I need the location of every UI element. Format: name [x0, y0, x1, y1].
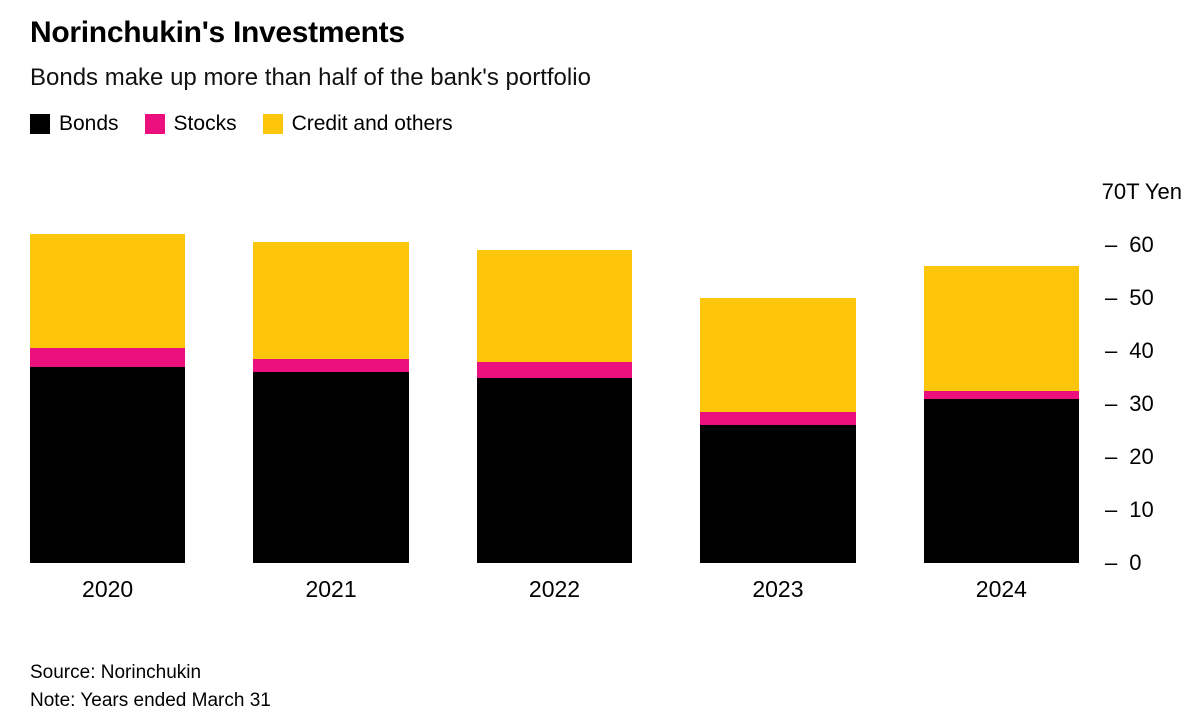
- bar-segment-stocks: [700, 411, 856, 426]
- chart-footer: Source: Norinchukin Note: Years ended Ma…: [30, 659, 1182, 714]
- bar-2024: [923, 266, 1079, 563]
- tick-value: 10: [1129, 497, 1154, 522]
- tick-dash: –: [1105, 444, 1118, 469]
- tick-value: 50: [1129, 285, 1154, 310]
- legend-label: Credit and others: [291, 112, 453, 135]
- tick-value: 0: [1129, 550, 1142, 575]
- bar-segment-stocks: [923, 390, 1079, 399]
- legend-label: Stocks: [173, 112, 237, 135]
- x-label-2020: 2020: [82, 576, 134, 602]
- y-axis: –0–10–20–30–40–50–60: [1079, 192, 1182, 574]
- tick-dash: –: [1105, 550, 1118, 575]
- bar-segment-bonds: [923, 398, 1079, 563]
- bar-segment-bonds: [476, 377, 633, 563]
- tick-dash: –: [1105, 338, 1118, 363]
- source-text: Source: Norinchukin: [30, 662, 202, 683]
- chart-area: 70T Yen –0–10–20–30–40–50–60 2020 2021 202…: [30, 179, 1182, 603]
- bar-segment-bonds: [700, 425, 856, 563]
- y-tick-30: –30: [1105, 393, 1154, 415]
- y-tick-20: –20: [1105, 446, 1154, 468]
- y-tick-40: –40: [1105, 340, 1154, 362]
- plot-area: [30, 192, 1079, 563]
- chart-subtitle: Bonds make up more than half of the bank…: [30, 64, 591, 91]
- note-text: Note: Years ended March 31: [30, 689, 271, 711]
- bar-segment-stocks: [253, 358, 409, 373]
- tick-value: 40: [1129, 338, 1154, 363]
- legend-item-bonds: Bonds: [30, 112, 119, 136]
- chart-title: Norinchukin's Investments: [30, 16, 405, 49]
- x-label-2023: 2023: [752, 576, 804, 602]
- tick-value: 30: [1129, 391, 1154, 416]
- tick-dash: –: [1105, 391, 1118, 416]
- y-tick-10: –10: [1105, 499, 1154, 521]
- y-tick-50: –50: [1105, 287, 1154, 309]
- legend-item-stocks: Stocks: [144, 112, 237, 136]
- bar-2020: [30, 234, 186, 563]
- bar-segment-credit-and-others: [30, 234, 186, 349]
- legend-label: Bonds: [59, 112, 119, 135]
- bar-segment-credit-and-others: [700, 298, 856, 412]
- bar-2021: [253, 242, 409, 563]
- chart-legend: Bonds Stocks Credit and others: [30, 112, 1182, 136]
- bar-segment-stocks: [476, 361, 633, 378]
- tick-dash: –: [1105, 285, 1118, 310]
- legend-swatch: [262, 114, 283, 134]
- legend-swatch: [144, 114, 165, 134]
- legend-item-credit-and-others: Credit and others: [262, 112, 453, 136]
- bar-segment-bonds: [253, 372, 409, 563]
- y-tick-60: –60: [1105, 234, 1154, 256]
- bar-segment-credit-and-others: [476, 250, 633, 362]
- y-tick-0: –0: [1105, 552, 1142, 574]
- bar-segment-stocks: [30, 348, 186, 367]
- legend-swatch: [30, 114, 50, 134]
- bar-segment-credit-and-others: [923, 266, 1079, 391]
- bar-2022: [476, 250, 633, 563]
- x-axis-labels: 2020 2021 2022 2023 2024: [30, 576, 1182, 603]
- tick-value: 60: [1129, 232, 1154, 257]
- tick-value: 20: [1129, 444, 1154, 469]
- y-axis-unit-label: 70T Yen: [1101, 179, 1182, 204]
- bar-segment-bonds: [30, 366, 186, 563]
- tick-dash: –: [1105, 497, 1118, 522]
- x-label-2022: 2022: [528, 576, 581, 602]
- bar-segment-credit-and-others: [253, 242, 409, 359]
- tick-dash: –: [1105, 232, 1118, 257]
- bar-2023: [700, 298, 856, 563]
- x-label-2021: 2021: [305, 576, 357, 602]
- chart-row: –0–10–20–30–40–50–60: [30, 192, 1182, 574]
- x-label-2024: 2024: [975, 576, 1027, 602]
